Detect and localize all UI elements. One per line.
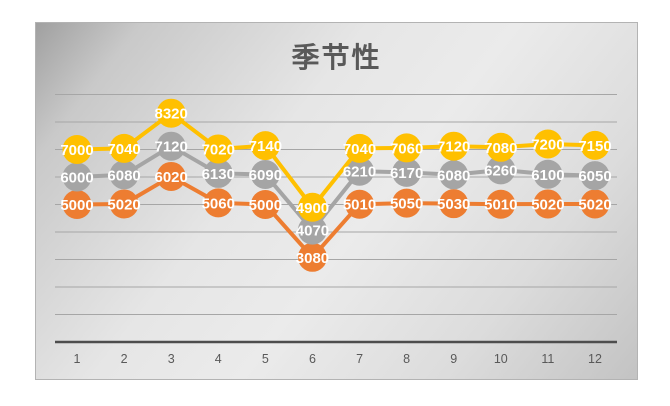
data-label-series-yellow: 8320 <box>154 106 187 123</box>
data-point-marker-series-gray <box>392 157 422 187</box>
data-label-series-gray: 7120 <box>154 139 187 156</box>
x-tick-label: 4 <box>215 352 222 366</box>
data-label-series-yellow: 7150 <box>578 138 611 155</box>
data-label-series-orange: 5010 <box>484 197 517 214</box>
data-point-marker-series-yellow <box>156 98 186 128</box>
data-label-series-yellow: 7040 <box>343 141 376 158</box>
data-label-series-orange: 5050 <box>390 196 423 213</box>
data-label-series-yellow: 7120 <box>437 139 470 156</box>
data-point-marker-series-gray <box>486 155 516 185</box>
data-label-series-yellow: 7000 <box>60 142 93 159</box>
x-tick-label: 11 <box>541 352 554 366</box>
data-point-marker-series-gray <box>203 158 233 188</box>
data-label-series-yellow: 7020 <box>202 141 235 158</box>
data-point-marker-series-yellow <box>203 134 233 164</box>
data-point-marker-series-orange <box>156 161 186 191</box>
data-point-marker-series-orange <box>345 189 375 219</box>
series-line-series-orange <box>75 174 597 260</box>
data-point-marker-series-yellow <box>297 192 327 222</box>
data-label-series-yellow: 7080 <box>484 140 517 157</box>
data-point-marker-series-orange <box>580 189 610 219</box>
data-point-marker-series-gray <box>580 161 610 191</box>
data-point-marker-series-yellow <box>392 133 422 163</box>
data-point-marker-series-orange <box>439 189 469 219</box>
data-point-marker-series-yellow <box>109 133 139 163</box>
data-label-series-gray: 6170 <box>390 165 423 182</box>
data-point-marker-series-yellow <box>486 132 516 162</box>
x-tick-label: 9 <box>450 352 457 366</box>
data-label-series-gray: 6210 <box>343 164 376 181</box>
data-label-series-gray: 6080 <box>107 167 140 184</box>
data-label-series-orange: 6020 <box>154 169 187 186</box>
x-tick-label: 7 <box>356 352 363 366</box>
data-point-marker-series-yellow <box>62 135 92 164</box>
x-tick-label: 10 <box>494 352 508 366</box>
x-tick-label: 5 <box>262 352 269 366</box>
data-label-series-orange: 5010 <box>343 197 376 214</box>
data-point-marker-series-gray <box>533 159 563 189</box>
data-point-marker-series-yellow <box>345 133 375 163</box>
data-point-marker-series-orange <box>533 189 563 219</box>
data-label-series-gray: 6080 <box>437 167 470 184</box>
data-point-marker-series-orange <box>486 189 516 219</box>
data-point-marker-series-orange <box>62 190 92 219</box>
x-tick-label: 12 <box>588 352 602 366</box>
data-point-marker-series-orange <box>250 190 280 219</box>
data-point-marker-series-gray <box>345 156 375 186</box>
data-label-series-yellow: 7040 <box>107 141 140 158</box>
data-point-marker-series-yellow <box>533 129 563 159</box>
data-point-marker-series-yellow <box>439 131 469 161</box>
data-label-series-gray: 6090 <box>249 167 282 184</box>
data-label-series-gray: 6000 <box>60 170 93 187</box>
data-point-marker-series-gray <box>250 160 280 190</box>
data-label-series-gray: 4070 <box>296 223 329 240</box>
x-tick-label: 6 <box>309 352 316 366</box>
data-point-marker-series-orange <box>297 242 327 272</box>
data-point-marker-series-yellow <box>580 130 610 160</box>
data-point-marker-series-gray <box>439 160 469 190</box>
data-point-marker-series-gray <box>62 162 92 192</box>
data-point-marker-series-orange <box>392 188 422 218</box>
data-label-series-yellow: 7060 <box>390 140 423 157</box>
data-label-series-orange: 5020 <box>578 196 611 213</box>
x-tick-label: 3 <box>168 352 175 366</box>
x-tick-label: 1 <box>74 352 81 366</box>
data-label-series-gray: 6130 <box>202 166 235 183</box>
data-point-marker-series-gray <box>156 131 186 161</box>
data-point-marker-series-gray <box>109 160 139 190</box>
data-label-series-yellow: 4900 <box>296 200 329 217</box>
x-tick-label: 8 <box>403 352 410 366</box>
data-label-series-orange: 5000 <box>249 197 282 214</box>
data-label-series-orange: 5000 <box>60 197 93 214</box>
data-label-series-orange: 5020 <box>531 196 564 213</box>
data-label-series-yellow: 7200 <box>531 137 564 154</box>
data-label-series-yellow: 7140 <box>249 138 282 155</box>
data-point-marker-series-orange <box>203 188 233 218</box>
data-label-series-gray: 6050 <box>578 168 611 185</box>
series-line-series-yellow <box>75 111 597 210</box>
data-point-marker-series-gray <box>297 215 327 245</box>
x-tick-label: 2 <box>121 352 128 366</box>
data-label-series-orange: 5060 <box>202 195 235 212</box>
data-label-series-orange: 5030 <box>437 196 470 213</box>
data-point-marker-series-orange <box>109 189 139 219</box>
data-point-marker-series-yellow <box>250 131 280 161</box>
data-label-series-orange: 3080 <box>296 250 329 267</box>
data-label-series-gray: 6100 <box>531 167 564 184</box>
data-label-series-orange: 5020 <box>107 196 140 213</box>
data-label-series-gray: 6260 <box>484 162 517 179</box>
